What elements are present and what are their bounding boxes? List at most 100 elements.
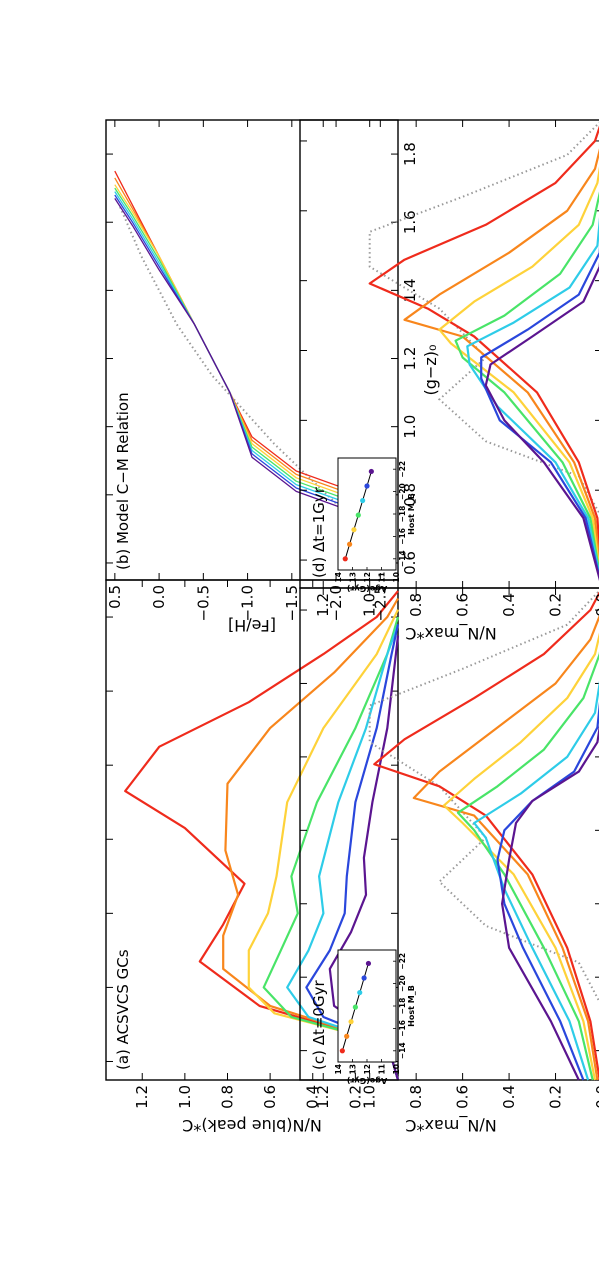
x-axis-label: (g−z)₀ — [421, 345, 440, 396]
inset-x-tick-label: −14 — [398, 550, 407, 567]
inset-y-tick-label: 14 — [334, 572, 343, 582]
series-line — [373, 587, 599, 1081]
panel-title: (c) Δt=0Gyr — [310, 980, 328, 1070]
inset-point — [344, 1033, 350, 1039]
y-tick-label: 0.4 — [500, 1085, 518, 1109]
panel-b: 0.6 0.8 1.0 1.2 1.4 1.6 1.8 0.5 0.0 −0.5 −1.0 −1.5 −… — [105, 119, 440, 635]
inset-y-tick-label: 12 — [363, 572, 372, 582]
inset-point — [342, 556, 348, 562]
y-tick-label: −1.5 — [283, 585, 301, 621]
y-axis-label: N/N_max*C — [405, 623, 496, 643]
inset-y-tick-label: 13 — [349, 1064, 358, 1074]
inset-x-tick-label: −16 — [398, 1020, 407, 1037]
inset-c: −14 −16 −18 −20 −22 14 13 12 11 10 Host M_B Age(Gyr… — [334, 949, 416, 1085]
x-tick-label: 1.0 — [401, 415, 419, 439]
y-tick-label: 1.2 — [133, 1085, 151, 1109]
reference-dotted-line — [368, 587, 599, 1080]
inset-point — [347, 541, 353, 547]
y-tick-label: 0.4 — [500, 593, 518, 617]
panel-a: 0.2 0.4 0.6 0.8 1.0 1.2 N/N(blue peak)*C (a) AC… — [105, 579, 400, 1135]
y-tick-label: 1.2 — [314, 593, 332, 617]
panel-c: 0.0 0.2 0.4 0.6 0.8 1.0 1.2 N/N_max*C (c) Δt=0Gy… — [299, 587, 599, 1135]
x-tick-label: 1.4 — [401, 278, 419, 302]
series-line — [473, 668, 599, 1081]
y-tick-label: 0.4 — [304, 1085, 322, 1109]
x-tick-label: 1.6 — [401, 210, 419, 234]
y-tick-label: 0.0 — [593, 593, 599, 617]
inset-x-tick-label: −20 — [398, 975, 407, 992]
inset-point — [352, 1004, 358, 1010]
y-tick-label: 1.0 — [361, 1085, 379, 1109]
plot-frame — [105, 119, 399, 581]
series-line — [456, 639, 599, 1081]
y-tick-label: 0.0 — [150, 585, 168, 609]
inset-y-tick-label: 14 — [334, 1064, 343, 1074]
series-line — [484, 238, 599, 589]
series-line — [403, 140, 599, 589]
inset-point — [360, 497, 366, 504]
inset-point — [351, 527, 357, 533]
inset-y-label: Age(Gyr) — [347, 584, 387, 593]
reference-dotted-line — [118, 204, 386, 557]
y-tick-label: 0.6 — [454, 593, 472, 617]
inset-x-tick-label: −14 — [398, 1042, 407, 1059]
panel-d: −2.5−2.0−1.5−1.0−0.50.00.50.00.20.40.60.… — [299, 119, 599, 643]
series-line — [442, 624, 599, 1081]
plot-frame — [299, 119, 599, 589]
x-tick-label: 1.2 — [401, 347, 419, 371]
series-line — [124, 590, 400, 1081]
x-tick-label: 0.8 — [401, 483, 419, 507]
series-line — [501, 712, 599, 1081]
inset-point — [365, 960, 372, 967]
inset-point — [355, 512, 361, 518]
inset-point — [357, 989, 363, 996]
y-tick-label: 0.8 — [218, 1085, 236, 1109]
inset-y-label: Age(Gyr) — [347, 1076, 387, 1085]
y-tick-label: 0.2 — [547, 1085, 565, 1109]
y-tick-label: 0.6 — [261, 1085, 279, 1109]
panel-title: (a) ACSVCS GCs — [114, 949, 132, 1070]
series-line — [454, 182, 599, 589]
y-tick-label: 0.2 — [346, 1085, 364, 1109]
inset-d: −14 −16 −18 −20 −22 14 13 12 11 10 Host M_B Age(Gyr… — [334, 457, 416, 593]
y-tick-label: 1.0 — [361, 593, 379, 617]
inset-x-label: Host M_B — [407, 493, 416, 535]
series-line — [496, 683, 599, 1081]
y-tick-label: 0.6 — [454, 1085, 472, 1109]
x-tick-label: 0.6 — [401, 551, 419, 575]
inset-x-tick-label: −22 — [398, 461, 407, 478]
inset-y-tick-label: 13 — [349, 572, 358, 582]
y-tick-label: 1.0 — [176, 1085, 194, 1109]
x-tick-label: 1.8 — [401, 142, 419, 166]
inset-y-tick-label: 10 — [392, 1064, 401, 1074]
reference-dotted-line — [368, 119, 599, 588]
series-line — [286, 624, 400, 1081]
inset-y-tick-label: 10 — [392, 572, 401, 582]
y-tick-label: 0.8 — [407, 1085, 425, 1109]
series-line — [412, 609, 599, 1081]
inset-x-label: Host M_B — [407, 985, 416, 1027]
panel-title: (b) Model C−M Relation — [114, 392, 132, 570]
inset-point — [364, 483, 370, 489]
series-line — [368, 119, 599, 589]
inset-x-tick-label: −22 — [398, 953, 407, 970]
series-line — [222, 597, 400, 1081]
inset-x-tick-label: −18 — [398, 506, 407, 523]
y-tick-label: 1.2 — [314, 1085, 332, 1109]
inset-x-tick-label: −16 — [398, 528, 407, 545]
inset-x-tick-label: −20 — [398, 483, 407, 500]
panel-title: (d) Δt=1Gyr — [310, 486, 328, 578]
inset-point — [361, 975, 367, 981]
y-tick-label: 0.2 — [547, 593, 565, 617]
rotated-figure: 0.2 0.4 0.6 0.8 1.0 1.2 N/N(blue peak)*C (a) AC… — [105, 119, 599, 1135]
series-line — [480, 210, 599, 589]
y-tick-label: 0.8 — [407, 593, 425, 617]
y-axis-label: N/N_max*C — [405, 1115, 496, 1135]
inset-y-tick-label: 11 — [378, 572, 387, 582]
y-tick-label: −1.0 — [239, 585, 257, 621]
series-line — [438, 154, 599, 589]
series-line — [262, 616, 400, 1081]
inset-point — [348, 1019, 354, 1025]
y-tick-label: 0.0 — [593, 1085, 599, 1109]
